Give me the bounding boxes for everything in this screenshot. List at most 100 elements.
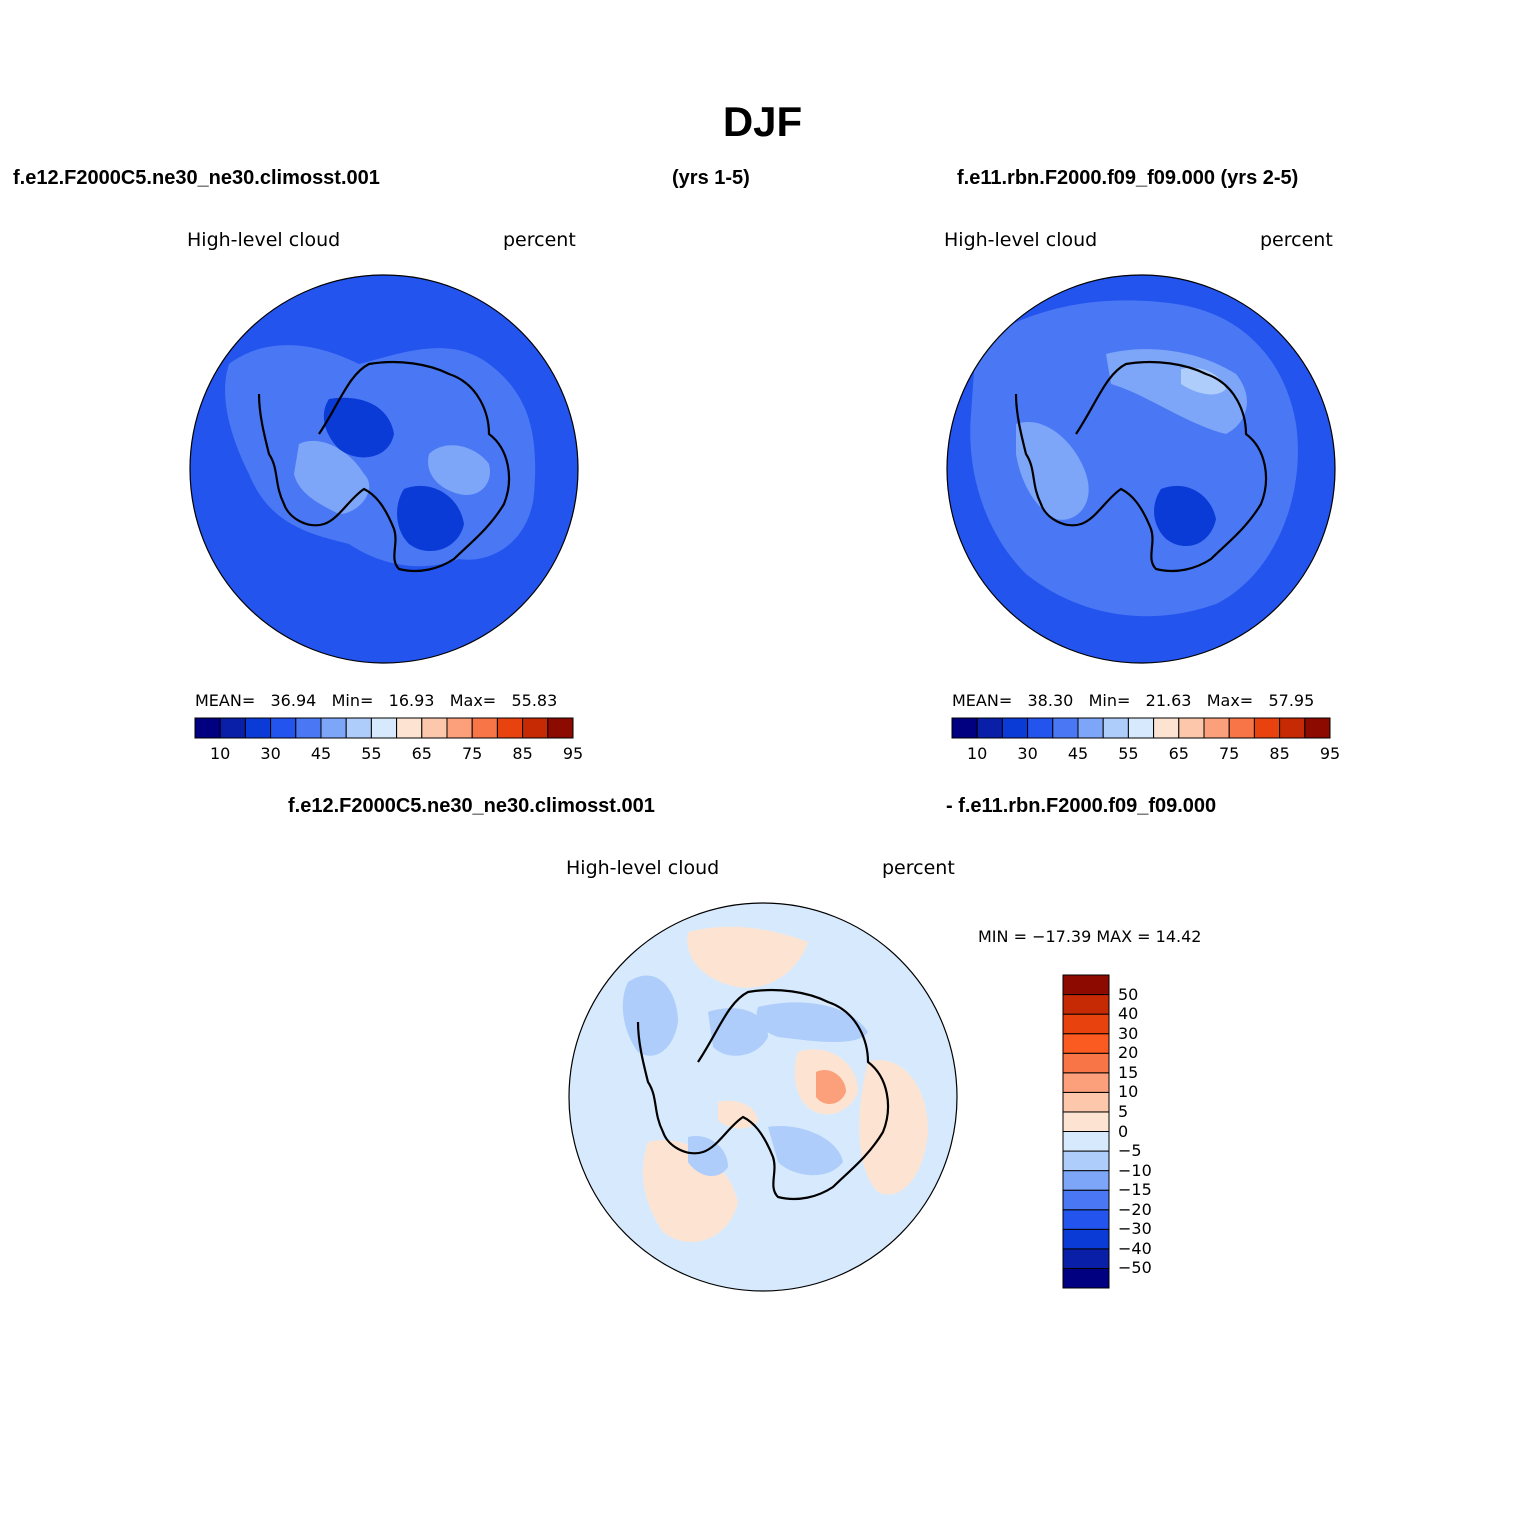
diff-header-right: - f.e11.rbn.F2000.f09_f09.000 bbox=[946, 795, 1217, 817]
diff-map bbox=[568, 902, 958, 1292]
colorbar-box bbox=[320, 717, 347, 739]
panel1-coast bbox=[257, 360, 511, 573]
colorbar-box bbox=[421, 717, 448, 739]
panel2-contour bbox=[1154, 485, 1216, 547]
colorbar-label: −15 bbox=[1118, 1180, 1152, 1200]
colorbar-label: 85 bbox=[1269, 744, 1290, 763]
colorbar-label: 65 bbox=[1168, 744, 1189, 763]
colorbar-box bbox=[1027, 717, 1054, 739]
colorbar-box bbox=[446, 717, 473, 739]
colorbar-box bbox=[1062, 974, 1110, 996]
panel2-colorbar bbox=[951, 717, 1331, 739]
colorbar-box bbox=[1178, 717, 1205, 739]
colorbar-box bbox=[370, 717, 398, 739]
diff-contour bbox=[622, 975, 678, 1056]
colorbar-box bbox=[522, 717, 549, 739]
diff-colorbar bbox=[1062, 974, 1110, 1289]
panel1-contour bbox=[428, 445, 490, 495]
colorbar-box bbox=[1062, 1072, 1110, 1093]
colorbar-box bbox=[1102, 717, 1129, 739]
panel2-variable: High-level cloud bbox=[944, 229, 1098, 251]
colorbar-box bbox=[1062, 1111, 1110, 1132]
panel1-variable: High-level cloud bbox=[187, 229, 341, 251]
colorbar-box bbox=[1062, 1248, 1110, 1269]
diff-contour bbox=[816, 1069, 846, 1104]
colorbar-box bbox=[1062, 994, 1110, 1015]
colorbar-box bbox=[1304, 717, 1331, 739]
colorbar-label: −40 bbox=[1118, 1238, 1152, 1258]
colorbar-box bbox=[1062, 1267, 1110, 1289]
colorbar-box bbox=[1062, 1170, 1110, 1191]
colorbar-box bbox=[1127, 717, 1155, 739]
diff-contour bbox=[768, 1126, 843, 1176]
colorbar-label: 30 bbox=[1017, 744, 1038, 763]
colorbar-label: −5 bbox=[1118, 1141, 1142, 1161]
diff-minmax: MIN = −17.39 MAX = 14.42 bbox=[978, 927, 1202, 946]
colorbar-box bbox=[295, 717, 322, 739]
colorbar-box bbox=[1279, 717, 1306, 739]
colorbar-box bbox=[496, 717, 524, 739]
figure-title: DJF bbox=[722, 98, 803, 145]
panel1-contour bbox=[323, 397, 394, 458]
diff-contour bbox=[859, 1060, 928, 1195]
colorbar-box bbox=[345, 717, 372, 739]
colorbar-box bbox=[194, 717, 221, 739]
panel2-stats: MEAN= 38.30 Min= 21.63 Max= 57.95 bbox=[952, 691, 1315, 710]
colorbar-box bbox=[1062, 1189, 1110, 1211]
diff-header-left: f.e12.F2000C5.ne30_ne30.climosst.001 bbox=[288, 795, 655, 817]
colorbar-box bbox=[1062, 1091, 1110, 1113]
colorbar-box bbox=[396, 717, 423, 739]
colorbar-label: 55 bbox=[1118, 744, 1139, 763]
panel1-units: percent bbox=[503, 229, 576, 251]
colorbar-box bbox=[219, 717, 246, 739]
panel1-stats: MEAN= 36.94 Min= 16.93 Max= 55.83 bbox=[195, 691, 558, 710]
case1-header: f.e12.F2000C5.ne30_ne30.climosst.001 bbox=[13, 167, 380, 189]
colorbar-label: 45 bbox=[1067, 744, 1089, 763]
colorbar-label: 10 bbox=[1118, 1082, 1139, 1102]
colorbar-label: 5 bbox=[1118, 1101, 1129, 1121]
panel1-map bbox=[189, 274, 579, 664]
colorbar-label: 85 bbox=[512, 744, 533, 763]
diff-contour bbox=[718, 1100, 758, 1129]
colorbar-box bbox=[1077, 717, 1104, 739]
colorbar-label: 75 bbox=[462, 744, 483, 763]
colorbar-label: 50 bbox=[1118, 984, 1139, 1004]
diff-coast bbox=[636, 988, 890, 1201]
colorbar-box bbox=[1062, 1228, 1110, 1250]
panel2-contour bbox=[1016, 422, 1089, 520]
colorbar-label: −20 bbox=[1118, 1199, 1152, 1219]
colorbar-box bbox=[976, 717, 1003, 739]
colorbar-box bbox=[1203, 717, 1230, 739]
colorbar-label: −50 bbox=[1118, 1258, 1152, 1278]
colorbar-label: 15 bbox=[1118, 1062, 1139, 1082]
panel2-contour bbox=[1181, 367, 1226, 395]
diff-contour bbox=[687, 926, 808, 988]
panel2-map bbox=[946, 274, 1336, 664]
colorbar-box bbox=[1062, 1150, 1110, 1172]
colorbar-box bbox=[1153, 717, 1180, 739]
panel1-contour bbox=[397, 485, 464, 552]
colorbar-box bbox=[1062, 1209, 1110, 1230]
colorbar-label: 40 bbox=[1118, 1004, 1139, 1024]
panel1-contour bbox=[294, 440, 370, 514]
colorbar-label: 65 bbox=[411, 744, 432, 763]
panel1-colorbar bbox=[194, 717, 574, 739]
colorbar-label: 10 bbox=[210, 744, 231, 763]
colorbar-label: −10 bbox=[1118, 1160, 1152, 1180]
colorbar-label: 20 bbox=[1118, 1043, 1139, 1063]
diff-contour bbox=[688, 1136, 728, 1177]
colorbar-box bbox=[951, 717, 978, 739]
colorbar-box bbox=[471, 717, 498, 739]
colorbar-label: 45 bbox=[310, 744, 332, 763]
colorbar-label: 30 bbox=[260, 744, 281, 763]
colorbar-label: 30 bbox=[1118, 1023, 1139, 1043]
colorbar-box bbox=[244, 717, 272, 739]
colorbar-box bbox=[1062, 1131, 1110, 1152]
colorbar-box bbox=[1052, 717, 1079, 739]
panel2-contour bbox=[1106, 349, 1247, 434]
colorbar-box bbox=[1062, 1052, 1110, 1074]
case1-years: (yrs 1-5) bbox=[672, 167, 750, 189]
panel2-units: percent bbox=[1260, 229, 1333, 251]
colorbar-box bbox=[1062, 1033, 1110, 1054]
diff-units: percent bbox=[882, 857, 955, 879]
